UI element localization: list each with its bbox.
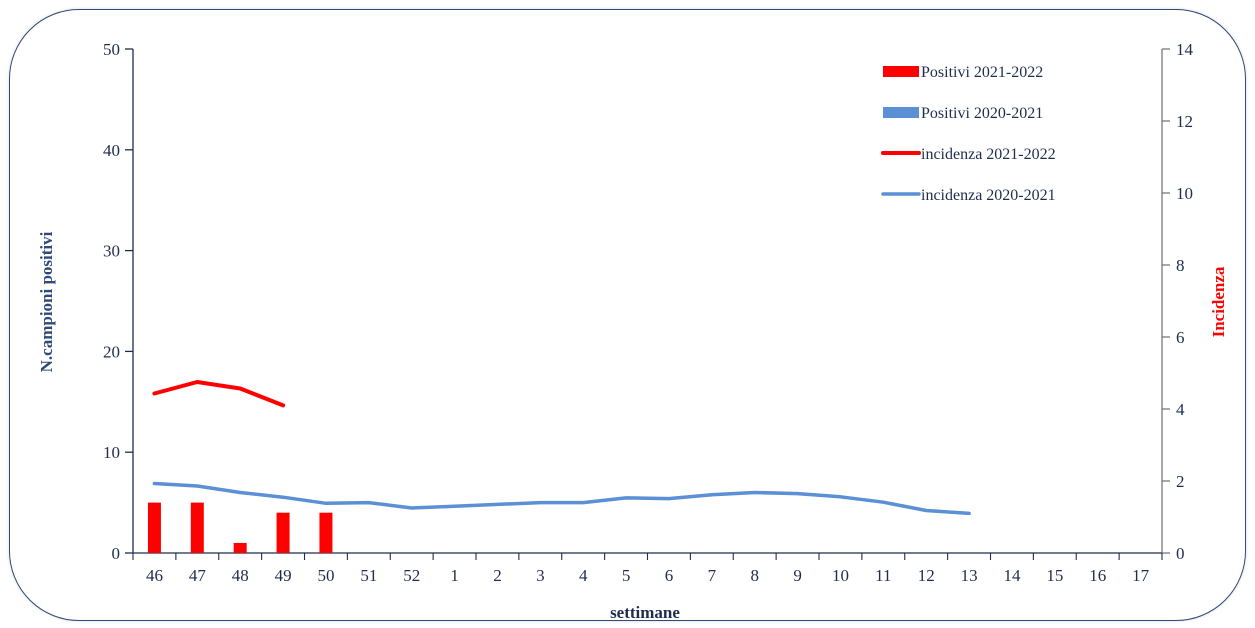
x-tick-label: 12	[918, 566, 935, 585]
y-tick-label-left: 40	[103, 141, 120, 160]
x-tick-label: 5	[622, 566, 631, 585]
chart-frame	[9, 9, 1246, 621]
x-tick-label: 6	[665, 566, 674, 585]
bars-group	[147, 502, 333, 553]
x-tick-label: 2	[493, 566, 502, 585]
y-tick-label-right: 12	[1176, 112, 1193, 131]
bar-positivi-2021-2022	[190, 502, 204, 553]
x-tick-label: 49	[275, 566, 292, 585]
x-tick-label: 47	[189, 566, 207, 585]
line-incidenza-2020-2021	[152, 481, 971, 516]
y-tick-label-right: 14	[1176, 40, 1194, 59]
x-tick-label: 14	[1003, 566, 1021, 585]
y-axis-title-right: Incidenza	[1209, 266, 1228, 337]
y-tick-label-right: 8	[1176, 256, 1185, 275]
y-tick-label-right: 2	[1176, 472, 1185, 491]
y-tick-label-right: 10	[1176, 184, 1193, 203]
x-tick-label: 52	[403, 566, 420, 585]
x-tick-label: 10	[832, 566, 849, 585]
x-tick-label: 4	[579, 566, 588, 585]
y-tick-label-left: 0	[112, 544, 121, 563]
bar-positivi-2021-2022	[233, 542, 247, 553]
lines-group	[152, 380, 971, 516]
legend-label: Positivi 2021-2022	[921, 64, 1043, 81]
legend-label: Positivi 2020-2021	[921, 105, 1043, 122]
y-tick-label-left: 30	[103, 242, 120, 261]
y-tick-label-left: 10	[103, 443, 120, 462]
legend: Positivi 2021-2022 Positivi 2020-2021 inci…	[881, 64, 1056, 204]
x-tick-label: 16	[1089, 566, 1106, 585]
x-tick-label: 17	[1132, 566, 1150, 585]
legend-label: incidenza 2021-2022	[921, 146, 1056, 163]
x-tick-label: 1	[450, 566, 459, 585]
bar-positivi-2021-2022	[147, 502, 161, 553]
x-tick-label: 3	[536, 566, 545, 585]
x-tick-label: 48	[232, 566, 249, 585]
y-tick-label-right: 6	[1176, 328, 1185, 347]
x-tick-label: 13	[961, 566, 978, 585]
y-tick-label-right: 0	[1176, 544, 1185, 563]
legend-label: incidenza 2020-2021	[921, 187, 1056, 204]
x-tick-label: 11	[875, 566, 891, 585]
x-tick-label: 8	[750, 566, 759, 585]
y-axis-title-left: N.campioni positivi	[37, 231, 56, 372]
x-tick-label: 7	[708, 566, 717, 585]
y-tick-label-left: 20	[103, 342, 120, 361]
line-incidenza-2021-2022	[152, 380, 286, 408]
y-tick-label-right: 4	[1176, 400, 1185, 419]
x-tick-label: 9	[793, 566, 802, 585]
x-tick-label: 15	[1046, 566, 1063, 585]
x-axis-title: settimane	[610, 603, 680, 622]
x-tick-label: 50	[317, 566, 334, 585]
x-tick-label: 46	[146, 566, 163, 585]
bar-positivi-2021-2022	[319, 512, 333, 553]
legend-swatch-bar	[883, 107, 919, 118]
x-tick-label: 51	[360, 566, 377, 585]
bar-positivi-2021-2022	[276, 512, 290, 553]
legend-swatch-bar	[883, 66, 919, 77]
y-tick-label-left: 50	[103, 40, 120, 59]
